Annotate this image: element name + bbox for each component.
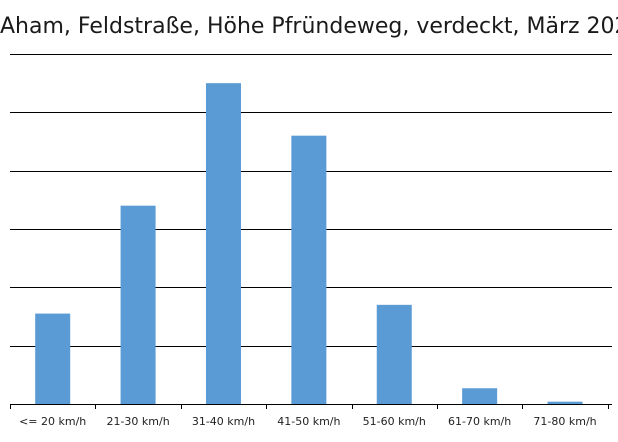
chart-title: Aham, Feldstraße, Höhe Pfründeweg, verde… (0, 14, 618, 39)
x-tick-label: 71-80 km/h (533, 415, 596, 428)
bar (291, 135, 327, 404)
x-tick-label: 41-50 km/h (277, 415, 340, 428)
x-tick-label: 61-70 km/h (448, 415, 511, 428)
bar (35, 313, 71, 404)
x-tick-label: 31-40 km/h (192, 415, 255, 428)
bar (547, 401, 583, 404)
x-tick-label: <= 20 km/h (19, 415, 86, 428)
bar (205, 83, 241, 405)
bar (462, 388, 498, 404)
x-tick-label: 21-30 km/h (106, 415, 169, 428)
bar (376, 304, 412, 404)
bar (120, 205, 156, 404)
x-tick-label: 51-60 km/h (363, 415, 426, 428)
